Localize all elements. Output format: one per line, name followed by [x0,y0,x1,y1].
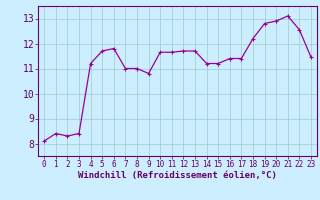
X-axis label: Windchill (Refroidissement éolien,°C): Windchill (Refroidissement éolien,°C) [78,171,277,180]
